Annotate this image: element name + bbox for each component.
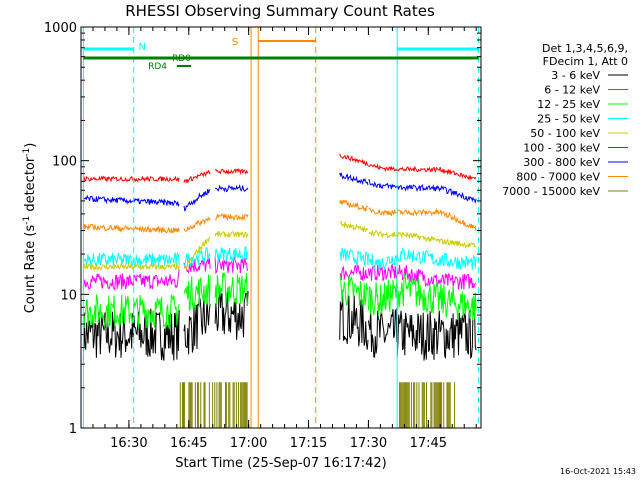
series-line [183, 295, 211, 355]
legend: Det 1,3,4,5,6,9,FDecim 1, Att 03 - 6 keV… [502, 42, 628, 198]
series-line [183, 217, 211, 232]
legend-entry-label: 100 - 300 keV [523, 142, 600, 155]
series-line [396, 183, 477, 203]
y-axis-label-part: Count Rate (s [23, 225, 38, 314]
series-line [183, 189, 211, 212]
series-line [214, 229, 249, 239]
series-line [183, 274, 211, 312]
x-tick-label: 16:45 [170, 436, 207, 451]
series-line [368, 163, 398, 173]
series-line [396, 272, 477, 321]
legend-header: Det 1,3,4,5,6,9, [542, 42, 628, 55]
legend-entry-label: 50 - 100 keV [530, 127, 600, 140]
legend-entry-label: 7000 - 15000 keV [502, 185, 600, 198]
legend-entry-label: 6 - 12 keV [544, 84, 600, 97]
series-line [339, 247, 369, 268]
y-tick-label: 1000 [44, 21, 77, 36]
x-tick-label: 16:30 [110, 436, 147, 451]
series-line [367, 253, 398, 271]
x-tick-label: 17:00 [230, 436, 267, 451]
series-7000-15000-keV [179, 382, 456, 428]
series-line [367, 278, 398, 317]
series-3-6-keV [82, 288, 477, 361]
series-25-50-keV [83, 246, 477, 271]
series-line [82, 175, 180, 183]
series-line [396, 310, 477, 361]
series-line [214, 213, 249, 221]
legend-header: FDecim 1, Att 0 [543, 55, 628, 68]
y-axis-label-part: ) [23, 143, 38, 148]
x-axis-label: Start Time (25-Sep-07 16:17:42) [175, 456, 386, 471]
series-line [339, 221, 369, 233]
y-axis-label-sup: -1 [22, 216, 32, 225]
series-line [82, 269, 180, 291]
series-line [214, 288, 249, 340]
series-line [82, 262, 180, 272]
legend-entry-label: 300 - 800 keV [523, 156, 600, 169]
legend-entry-label: 3 - 6 keV [551, 69, 600, 82]
series-line [368, 179, 398, 190]
x-tick-label: 17:15 [290, 436, 327, 451]
series-line [339, 153, 369, 167]
series-line [83, 252, 180, 268]
series-line [368, 229, 398, 239]
observing-flags: N S RD0 RD4 [82, 27, 480, 428]
series-12-25-keV [82, 272, 477, 330]
legend-entry-label: 800 - 7000 keV [516, 171, 600, 184]
series-800-7000-keV [82, 199, 477, 234]
series-line [339, 295, 369, 350]
series-6-12-keV [82, 255, 477, 291]
saa-flag-label: S [232, 37, 238, 48]
data-series [82, 153, 477, 428]
x-tick-label: 17:45 [410, 436, 447, 451]
series-line [396, 248, 477, 270]
series-line [367, 303, 398, 358]
series-line [396, 231, 477, 249]
series-line [82, 294, 180, 330]
series-line [339, 264, 369, 281]
footer-timestamp: 16-Oct-2021 15:43 [560, 467, 636, 476]
night-flag-label: N [138, 42, 145, 53]
chart-title: RHESSI Observing Summary Count Rates [125, 2, 435, 20]
series-50-100-keV [82, 221, 477, 272]
series-line [82, 223, 180, 234]
series-line [183, 236, 211, 271]
series-line [214, 272, 249, 306]
series-line [396, 207, 477, 232]
series-line [339, 172, 369, 186]
series-100-300-keV [82, 153, 477, 184]
y-tick-label: 10 [60, 288, 77, 303]
series-line [339, 275, 369, 308]
rd4-flag-label: RD4 [148, 62, 167, 72]
rd0-flag-label: RD0 [172, 54, 191, 64]
series-line [368, 207, 397, 217]
y-tick-label: 1 [69, 422, 77, 437]
y-axis: 1 10 100 1000 [44, 21, 481, 437]
series-line [214, 168, 249, 176]
series-line [367, 263, 398, 281]
series-line [214, 184, 249, 193]
y-axis-label-part: detector [23, 156, 38, 216]
y-axis-label: Count Rate (s-1 detector-1) [22, 143, 38, 314]
series-line [396, 264, 477, 290]
series-line [339, 199, 368, 212]
series-line [183, 169, 211, 184]
series-line [183, 257, 211, 275]
series-line [183, 247, 211, 267]
plot-frame [80, 26, 482, 429]
series-line [83, 194, 180, 207]
x-tick-label: 17:30 [350, 436, 387, 451]
legend-entry-label: 25 - 50 keV [537, 113, 600, 126]
x-axis: 16:30 16:45 17:00 17:15 17:30 17:45 [92, 27, 477, 451]
y-axis-label-sup: -1 [22, 148, 32, 157]
series-line [396, 165, 477, 182]
series-300-800-keV [83, 172, 477, 212]
legend-entry-label: 12 - 25 keV [537, 98, 600, 111]
series-line [214, 246, 249, 262]
y-tick-label: 100 [52, 155, 77, 170]
